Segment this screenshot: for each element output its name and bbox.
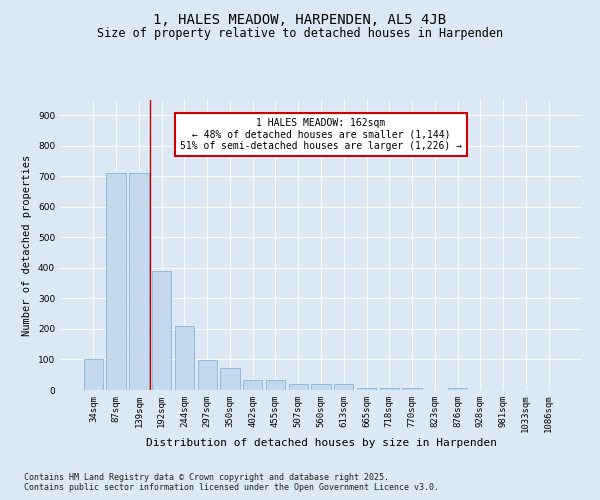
Text: Size of property relative to detached houses in Harpenden: Size of property relative to detached ho… — [97, 28, 503, 40]
Text: 1, HALES MEADOW, HARPENDEN, AL5 4JB: 1, HALES MEADOW, HARPENDEN, AL5 4JB — [154, 12, 446, 26]
Bar — [152, 271, 172, 390]
Bar — [357, 388, 376, 390]
Bar — [448, 388, 467, 390]
Bar — [243, 380, 262, 390]
Bar — [403, 388, 422, 390]
Bar — [311, 384, 331, 390]
Text: 1 HALES MEADOW: 162sqm
← 48% of detached houses are smaller (1,144)
51% of semi-: 1 HALES MEADOW: 162sqm ← 48% of detached… — [180, 118, 462, 152]
Bar — [106, 174, 126, 390]
Y-axis label: Number of detached properties: Number of detached properties — [22, 154, 32, 336]
Bar — [84, 360, 103, 390]
Bar — [129, 174, 149, 390]
Bar — [220, 368, 239, 390]
Bar — [334, 384, 353, 390]
Bar — [175, 326, 194, 390]
Bar — [380, 388, 399, 390]
X-axis label: Distribution of detached houses by size in Harpenden: Distribution of detached houses by size … — [146, 438, 497, 448]
Bar — [266, 380, 285, 390]
Text: Contains HM Land Registry data © Crown copyright and database right 2025.
Contai: Contains HM Land Registry data © Crown c… — [24, 473, 439, 492]
Bar — [197, 360, 217, 390]
Bar — [289, 384, 308, 390]
